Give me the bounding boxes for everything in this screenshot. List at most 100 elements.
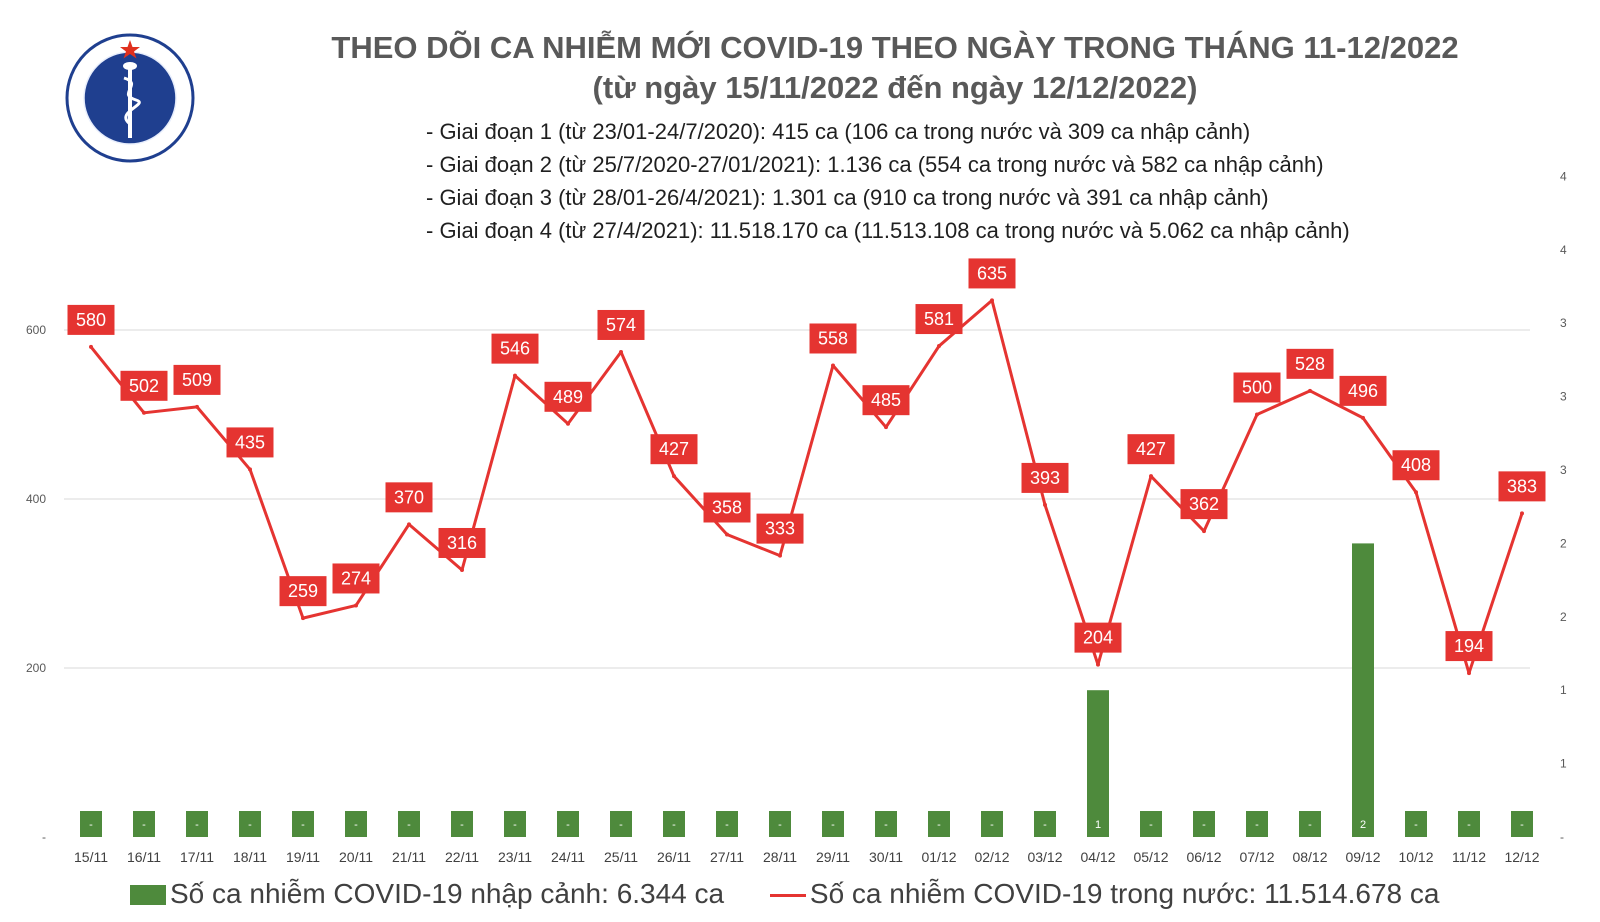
line-point: [460, 567, 464, 572]
y-right-tick-label: 4: [1560, 243, 1567, 257]
bar: [398, 811, 420, 837]
y-left-tick-label: 400: [26, 492, 46, 506]
data-label-box: [438, 527, 486, 558]
bar: [239, 811, 261, 837]
phase-notes: - Giai đoạn 1 (từ 23/01-24/7/2020): 415 …: [426, 115, 1350, 247]
data-label-box: [491, 333, 539, 364]
line-point: [1096, 662, 1100, 667]
data-label: 581: [924, 309, 954, 329]
line-point: [248, 467, 252, 472]
line-point: [195, 404, 199, 409]
bar-label: -: [831, 819, 835, 831]
data-label: 635: [977, 263, 1007, 283]
bar: [186, 811, 208, 837]
bar: [80, 811, 102, 837]
legend-swatch-line: [769, 893, 806, 897]
x-tick-label: 11/12: [1452, 849, 1486, 865]
line-point: [513, 373, 517, 378]
bar-label: -: [195, 819, 199, 831]
bar: [1034, 811, 1056, 837]
data-label: 509: [182, 370, 212, 390]
bar-label: -: [1414, 819, 1418, 831]
data-label-box: [1339, 375, 1387, 406]
x-tick-label: 25/11: [604, 849, 638, 865]
data-label-box: [385, 482, 433, 513]
bar-label: -: [725, 819, 729, 831]
data-label-box: [279, 576, 327, 607]
data-label-box: [862, 385, 910, 416]
data-label: 580: [76, 310, 106, 330]
bar: [345, 811, 367, 837]
data-label: 546: [500, 339, 530, 359]
data-label: 408: [1401, 455, 1431, 475]
phase-note-3: - Giai đoạn 3 (từ 28/01-26/4/2021): 1.30…: [426, 185, 1269, 210]
bar: [451, 811, 473, 837]
data-label-box: [332, 563, 380, 594]
data-label-box: [650, 434, 698, 465]
data-label-box: [968, 258, 1016, 289]
line-point: [1361, 415, 1365, 420]
x-tick-label: 22/11: [445, 849, 479, 865]
y-right-tick-label: 1: [1560, 683, 1567, 697]
bar: [1458, 811, 1480, 837]
bar-label: -: [354, 819, 358, 831]
bar: [1246, 811, 1268, 837]
line-point: [142, 410, 146, 415]
bar: [610, 811, 632, 837]
bar: [133, 811, 155, 837]
bar-label: -: [672, 819, 676, 831]
data-label-box: [1392, 450, 1440, 481]
bar-label: -: [1043, 819, 1047, 831]
y-right-tick-label: 2: [1560, 536, 1567, 550]
domestic-cases-line: [89, 298, 1524, 675]
bar: [981, 811, 1003, 837]
x-tick-label: 06/12: [1186, 849, 1221, 865]
y-left-tick-label: 200: [26, 661, 46, 675]
x-tick-label: 07/12: [1239, 849, 1274, 865]
legend: Số ca nhiễm COVID-19 nhập cảnh: 6.344 ca…: [130, 876, 1439, 910]
data-label: 358: [712, 497, 742, 517]
bar-label: -: [142, 819, 146, 831]
line-point: [831, 363, 835, 368]
data-label: 489: [553, 387, 583, 407]
x-tick-label: 08/12: [1292, 849, 1327, 865]
x-tick-label: 04/12: [1080, 849, 1115, 865]
bar: [1140, 811, 1162, 837]
bar: [822, 811, 844, 837]
y-right-tick-label: 3: [1560, 390, 1567, 404]
data-label-box: [597, 309, 645, 340]
x-tick-label: 26/11: [657, 849, 691, 865]
data-label: 333: [765, 519, 795, 539]
bar-label: -: [89, 819, 93, 831]
x-tick-label: 21/11: [392, 849, 426, 865]
line-point: [1414, 490, 1418, 495]
data-label: 194: [1454, 636, 1484, 656]
line-point: [619, 349, 623, 354]
x-tick-label: 10/12: [1398, 849, 1433, 865]
bar-label: 2: [1360, 819, 1366, 831]
data-label: 370: [394, 487, 424, 507]
line-point: [778, 553, 782, 558]
data-label-box: [1445, 631, 1493, 662]
data-label-box: [809, 323, 857, 354]
y-right-tick-label: 2: [1560, 610, 1567, 624]
y-right-tick-label: -: [1560, 830, 1564, 844]
bar: [875, 811, 897, 837]
x-tick-label: 28/11: [763, 849, 797, 865]
bar-label: -: [990, 819, 994, 831]
bar: [1087, 690, 1109, 837]
bar-label: -: [407, 819, 411, 831]
bar-label: -: [301, 819, 305, 831]
legend-item-imported: Số ca nhiễm COVID-19 nhập cảnh: 6.344 ca: [130, 878, 724, 910]
y-left-tick-label: 600: [26, 323, 46, 337]
x-tick-label: 05/12: [1133, 849, 1168, 865]
data-label-box: [1021, 462, 1069, 493]
line-point: [1149, 474, 1153, 479]
line-point: [301, 616, 305, 621]
data-label: 383: [1507, 476, 1537, 496]
data-label-box: [915, 304, 963, 335]
bar-label: -: [1520, 819, 1524, 831]
data-label: 500: [1242, 378, 1272, 398]
bar-label: -: [619, 819, 623, 831]
